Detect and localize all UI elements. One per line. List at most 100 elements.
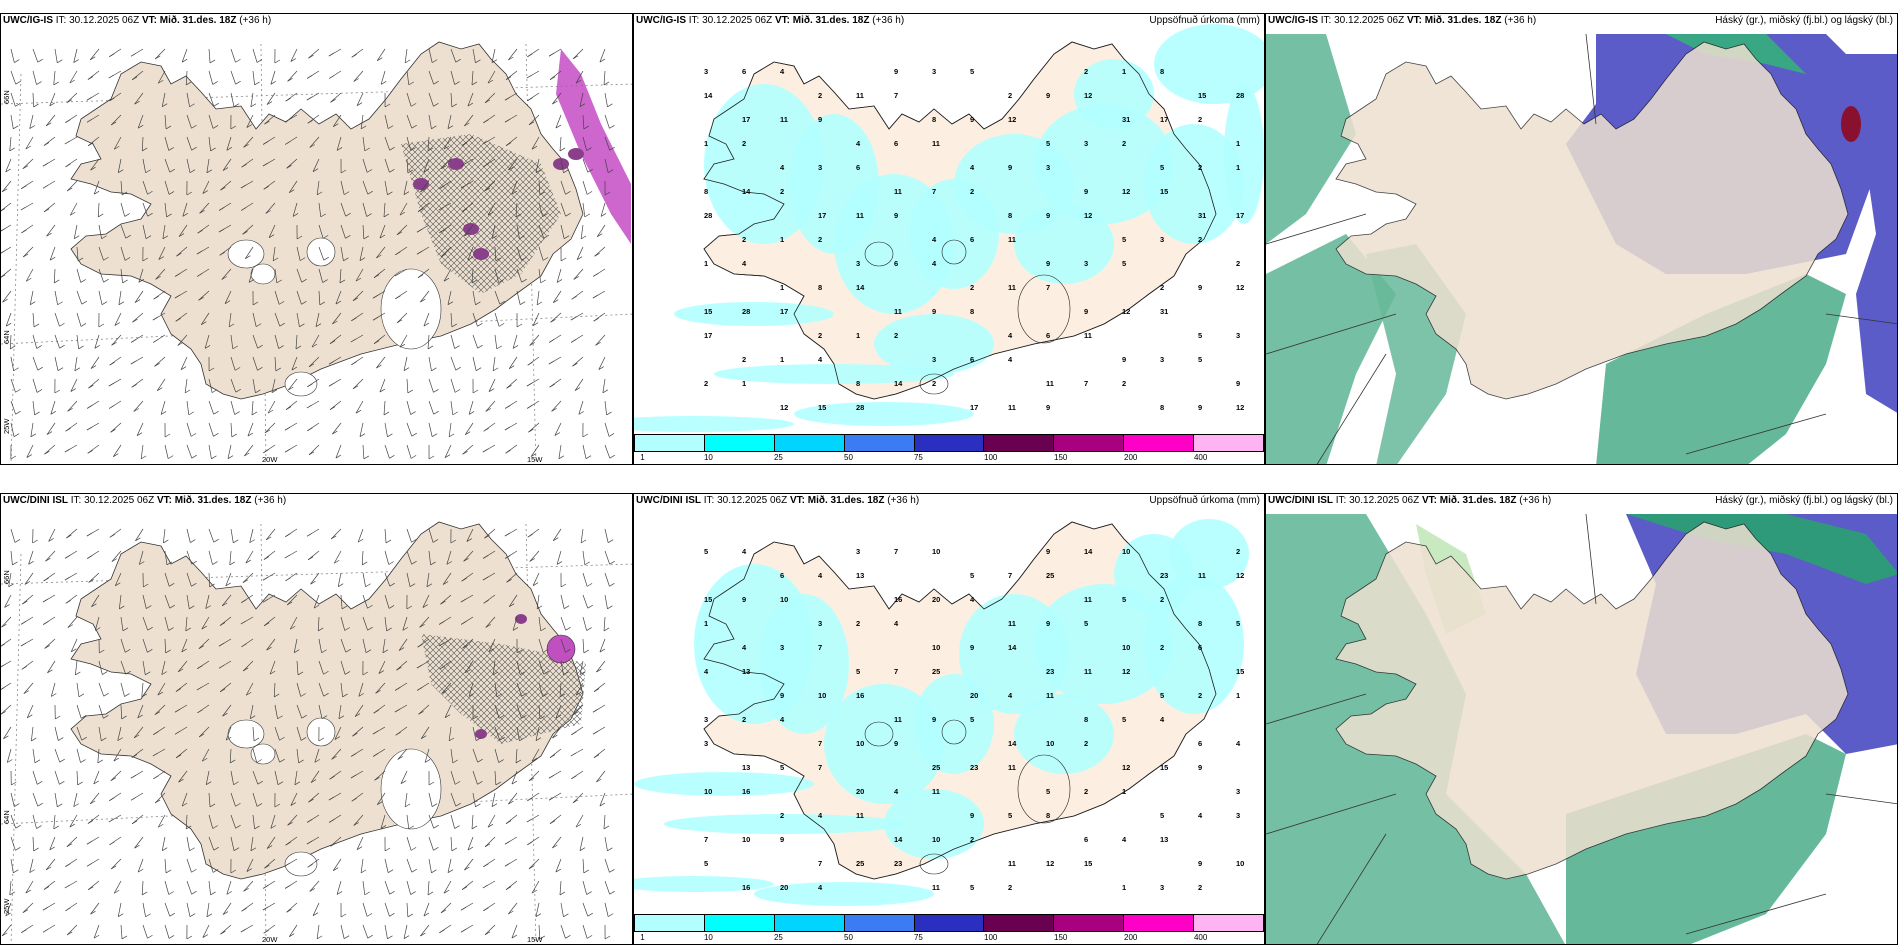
wind-barb (516, 660, 521, 675)
wind-barb-flag (218, 664, 225, 669)
wind-barb-flag (323, 670, 329, 675)
wind-barb (494, 682, 498, 697)
wind-barb-flag (206, 913, 213, 918)
precip-value: 11 (1008, 859, 1016, 868)
wind-barb-flag (263, 449, 269, 454)
precip-value: 12 (1236, 571, 1244, 580)
wind-barb-flag (1, 623, 7, 628)
wind-barb-flag (454, 345, 460, 349)
wind-barb-flag (20, 206, 27, 211)
wind-barb (398, 638, 408, 651)
wind-barb (494, 268, 499, 283)
precip-value: 11 (780, 115, 788, 124)
wind-barb-flag (29, 869, 35, 873)
wind-barb-flag (416, 687, 423, 691)
wind-barb-flag (188, 411, 194, 416)
wind-barb-flag (511, 190, 518, 195)
wind-barb-flag (53, 81, 59, 86)
wind-barb (538, 682, 543, 697)
wind-barb (246, 114, 254, 128)
wind-barb-flag (389, 582, 395, 587)
wind-barb-flag (343, 935, 350, 939)
wind-barb (69, 70, 78, 84)
wind-barb (264, 858, 276, 869)
low-cloud (1266, 34, 1356, 244)
wind-barb-flag (404, 803, 411, 808)
wind-barb (221, 268, 232, 280)
wind-barb-flag (169, 168, 175, 173)
wind-barb-flag (278, 301, 285, 305)
wind-barb-flag (444, 454, 451, 458)
wind-barb (208, 444, 212, 459)
wind-barb-flag (196, 250, 203, 255)
precip-value: 11 (932, 787, 940, 796)
wind-barb-flag (312, 912, 319, 916)
wind-barb (315, 312, 320, 327)
wind-barb-flag (65, 163, 71, 168)
wind-barb (447, 290, 452, 305)
wind-barb-flag (339, 279, 346, 284)
wind-barb (208, 136, 211, 151)
wind-barb (94, 334, 100, 349)
wind-barb (164, 550, 168, 565)
wind-barb-flag (526, 405, 533, 409)
wind-barb-flag (334, 736, 341, 740)
wind-barb-flag (154, 55, 161, 60)
wind-barb (515, 748, 518, 763)
wind-barb-flag (582, 433, 589, 438)
panel-wind-dini: UWC/DINI ISL IT: 30.12.2025 06Z VT: Mið.… (0, 493, 633, 945)
wind-barb (440, 594, 452, 605)
wind-barb (45, 114, 56, 127)
wind-barb (9, 136, 12, 151)
precip-value: 2 (932, 379, 936, 388)
wind-barb (161, 660, 166, 675)
wind-barb-flag (483, 599, 489, 604)
wind-barb-flag (255, 323, 262, 327)
wind-barb (44, 638, 56, 649)
wind-barb-flag (586, 935, 593, 939)
wind-barb-flag (353, 78, 359, 82)
wind-barb (88, 572, 100, 583)
wind-barb (335, 290, 342, 305)
wind-barb (426, 572, 430, 587)
wind-barb (550, 312, 562, 323)
wind-barb-flag (90, 166, 96, 171)
wind-barb (245, 550, 254, 564)
wind-barb (142, 224, 147, 239)
wind-barb-flag (505, 76, 512, 80)
wind-barb-flag (59, 758, 65, 763)
wind-barb (472, 792, 476, 807)
wind-barb (32, 836, 35, 852)
wind-barb (164, 638, 167, 654)
precip-value: 5 (1198, 355, 1202, 364)
wind-barb-flag (256, 803, 263, 807)
wind-barb (511, 770, 518, 785)
wind-barb-flag (110, 121, 117, 126)
wind-barb-flag (596, 668, 602, 673)
wind-barb-flag (286, 165, 292, 169)
wind-barb-flag (365, 583, 371, 588)
wind-barb-flag (306, 96, 313, 101)
wind-barb-flag (528, 777, 535, 782)
longitude-line (10, 553, 22, 944)
wind-barb-flag (182, 58, 188, 63)
wind-barb (6, 748, 12, 763)
wind-barb (161, 836, 166, 851)
wind-barb (468, 682, 474, 697)
wind-barb-flag (266, 646, 272, 651)
precip-value: 2 (742, 235, 746, 244)
axis-label: 20W (262, 935, 278, 944)
wind-barb (404, 48, 408, 63)
wind-barb-flag (297, 671, 304, 676)
wind-barb-flag (15, 103, 21, 107)
wind-barb-flag (36, 81, 42, 85)
wind-barb (384, 158, 390, 173)
precip-value: 2 (1236, 547, 1240, 556)
wind-barb-flag (495, 257, 502, 262)
wind-barb-flag (191, 890, 197, 895)
precip-value: 4 (1122, 835, 1127, 844)
wind-barb (117, 902, 122, 917)
wind-barb-flag (266, 101, 273, 105)
wind-barb-flag (211, 455, 217, 460)
wind-barb (230, 422, 233, 437)
